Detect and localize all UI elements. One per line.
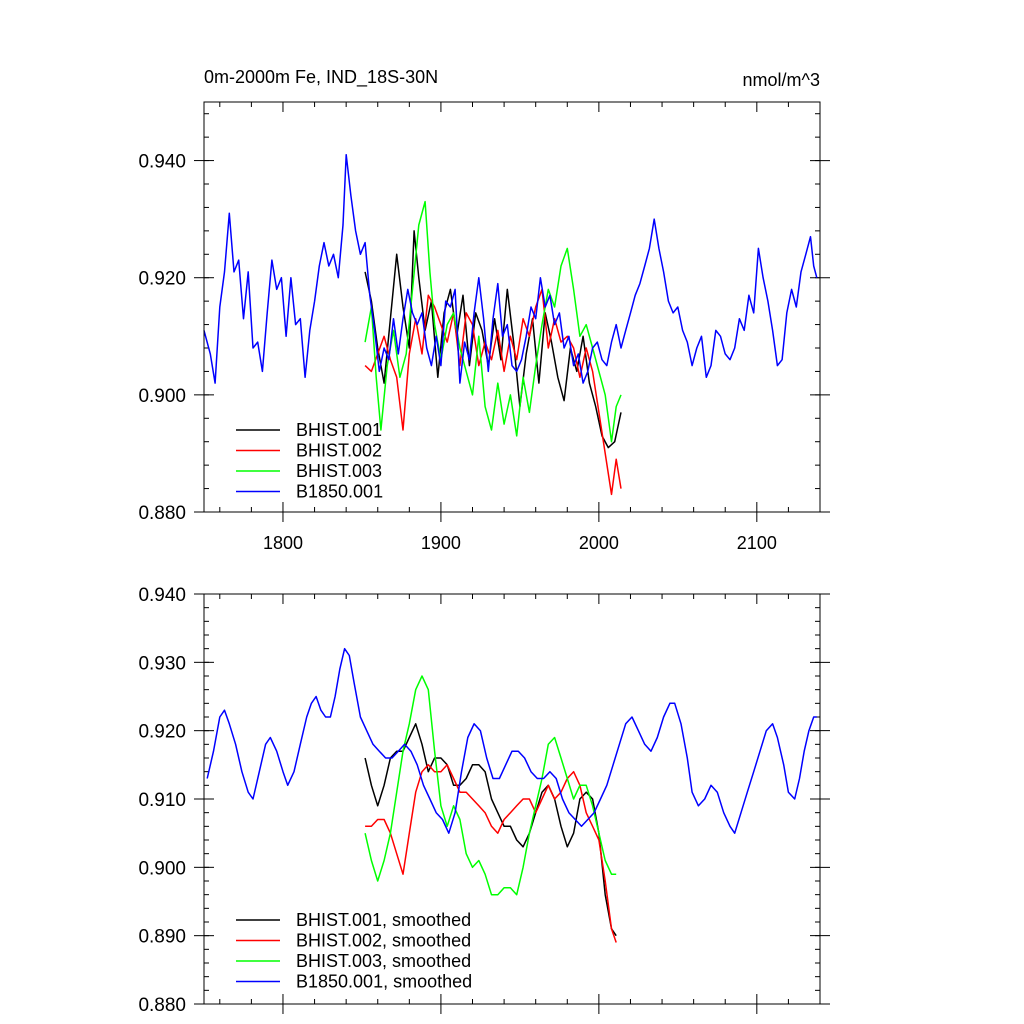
- bottom-panel-frame: [203, 593, 821, 1005]
- legend-label: BHIST.003: [296, 461, 382, 481]
- y-tick-label: 0.920: [138, 269, 186, 290]
- series-line: [364, 723, 617, 937]
- bottom-panel-ticks: [194, 593, 830, 1014]
- y-tick-label: 0.940: [138, 152, 186, 173]
- legend-label: BHIST.001, smoothed: [296, 910, 471, 930]
- y-tick-label: 0.890: [138, 927, 186, 948]
- top-panel-units: nmol/m^3: [743, 70, 820, 90]
- top-panel-x-tick-labels: 1800 1900 2000 2100: [263, 533, 777, 553]
- legend-label: BHIST.002: [296, 441, 382, 461]
- top-panel-y-tick-labels: 0.880 0.900 0.920 0.940: [138, 152, 186, 524]
- series-line: [203, 153, 818, 384]
- series-line: [364, 200, 622, 443]
- top-panel-title: 0m-2000m Fe, IND_18S-30N: [204, 67, 438, 88]
- x-tick-label: 2000: [579, 533, 619, 553]
- bottom-panel-y-tick-labels: 0.880 0.890 0.900 0.910 0.920 0.930 0.940: [138, 585, 186, 1016]
- y-tick-label: 0.900: [138, 858, 186, 879]
- legend-label: B1850.001: [296, 482, 383, 502]
- bottom-panel-series: [206, 647, 817, 943]
- y-tick-label: 0.900: [138, 386, 186, 407]
- legend-label: BHIST.002, smoothed: [296, 931, 471, 951]
- legend-label: BHIST.003, smoothed: [296, 951, 471, 971]
- series-line: [364, 675, 617, 896]
- legend-label: B1850.001, smoothed: [296, 972, 472, 992]
- x-tick-label: 2100: [737, 533, 777, 553]
- bottom-panel: 0.880 0.890 0.900 0.910 0.920 0.930 0.940 BHIS…: [138, 585, 830, 1016]
- y-tick-label: 0.910: [138, 790, 186, 811]
- legend-label: BHIST.001: [296, 420, 382, 440]
- series-line: [365, 764, 617, 943]
- series-line: [206, 647, 817, 834]
- top-panel-series: [203, 153, 818, 496]
- y-tick-label: 0.940: [138, 585, 186, 606]
- x-tick-label: 1900: [421, 533, 461, 553]
- y-tick-label: 0.930: [138, 653, 186, 674]
- y-tick-label: 0.920: [138, 722, 186, 743]
- x-tick-label: 1800: [263, 533, 303, 553]
- top-panel-ticks: [194, 102, 830, 522]
- y-tick-label: 0.880: [138, 995, 186, 1016]
- y-tick-label: 0.880: [138, 503, 186, 524]
- top-panel: 0m-2000m Fe, IND_18S-30N nmol/m^3 0.8800…: [138, 67, 830, 553]
- top-panel-frame: [203, 101, 821, 513]
